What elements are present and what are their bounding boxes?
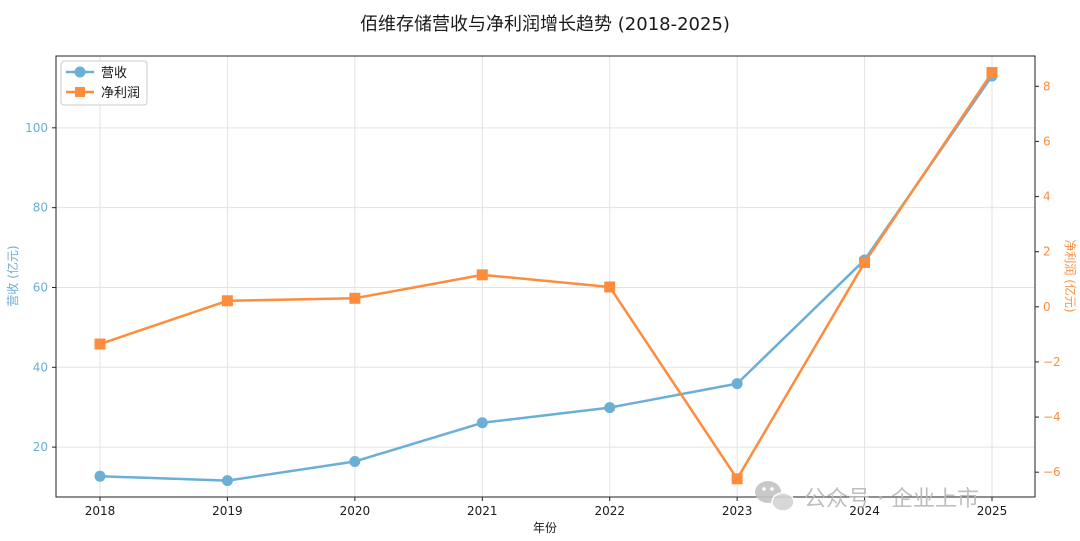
watermark: 公众号 · 企业上市 bbox=[755, 481, 979, 512]
y-right-tick-label: −2 bbox=[1043, 355, 1061, 369]
x-tick-label: 2023 bbox=[722, 504, 753, 518]
data-point bbox=[604, 402, 616, 414]
x-axis: 2018 2019 2020 2021 2022 2023 2024 2025 bbox=[85, 497, 1008, 518]
wechat-icon bbox=[755, 481, 795, 512]
data-point bbox=[94, 470, 106, 482]
data-point bbox=[731, 473, 743, 485]
watermark-text: 公众号 · 企业上市 bbox=[804, 487, 979, 512]
y-left-tick-label: 40 bbox=[33, 360, 48, 374]
y-left-tick-label: 60 bbox=[33, 280, 48, 294]
x-tick-label: 2020 bbox=[340, 504, 371, 518]
x-tick-label: 2021 bbox=[467, 504, 498, 518]
x-tick-label: 2024 bbox=[849, 504, 880, 518]
data-point bbox=[476, 417, 488, 429]
series-layer bbox=[94, 67, 998, 487]
data-point bbox=[859, 256, 871, 268]
y-right-tick-label: 8 bbox=[1043, 79, 1051, 93]
x-tick-label: 2019 bbox=[212, 504, 243, 518]
legend: 营收 净利润 bbox=[60, 60, 148, 106]
chart-title: 佰维存储营收与净利润增长趋势 (2018-2025) bbox=[360, 14, 730, 35]
data-point bbox=[221, 295, 233, 307]
y-left-tick-label: 100 bbox=[25, 121, 48, 135]
data-point bbox=[94, 338, 106, 350]
y-right-tick-label: 0 bbox=[1043, 300, 1051, 314]
data-point bbox=[986, 67, 998, 79]
x-tick-label: 2018 bbox=[85, 504, 116, 518]
y-axis-left: 20 40 60 80 100 bbox=[25, 121, 56, 454]
y-axis-right-label: 净利润 (亿元) bbox=[1063, 239, 1078, 312]
series-net-profit bbox=[94, 67, 998, 485]
legend-label-revenue: 营收 bbox=[101, 66, 127, 81]
data-point bbox=[731, 378, 743, 390]
series-revenue bbox=[94, 70, 998, 487]
data-point bbox=[476, 269, 488, 281]
x-axis-label: 年份 bbox=[533, 521, 557, 535]
y-right-tick-label: −4 bbox=[1043, 410, 1061, 424]
data-point bbox=[349, 292, 361, 304]
data-point bbox=[604, 281, 616, 293]
y-left-tick-label: 20 bbox=[33, 440, 48, 454]
legend-label-profit: 净利润 bbox=[101, 86, 140, 101]
data-point bbox=[221, 475, 233, 487]
y-left-tick-label: 80 bbox=[33, 201, 48, 215]
y-right-tick-label: −6 bbox=[1043, 465, 1061, 479]
series-line bbox=[99, 75, 994, 482]
x-tick-label: 2025 bbox=[977, 504, 1008, 518]
data-point bbox=[349, 455, 361, 467]
y-axis-left-label: 营收 (亿元) bbox=[5, 245, 20, 306]
y-axis-right: −6 −4 −2 0 2 4 6 8 bbox=[1035, 79, 1061, 479]
x-tick-label: 2022 bbox=[594, 504, 625, 518]
grid bbox=[56, 56, 1035, 497]
legend-marker-profit bbox=[75, 87, 85, 97]
y-right-tick-label: 4 bbox=[1043, 190, 1051, 204]
plot-frame bbox=[55, 55, 1036, 498]
y-right-tick-label: 2 bbox=[1043, 245, 1051, 259]
y-right-tick-label: 6 bbox=[1043, 134, 1051, 148]
legend-marker-revenue bbox=[74, 66, 86, 78]
series-line bbox=[99, 71, 994, 481]
